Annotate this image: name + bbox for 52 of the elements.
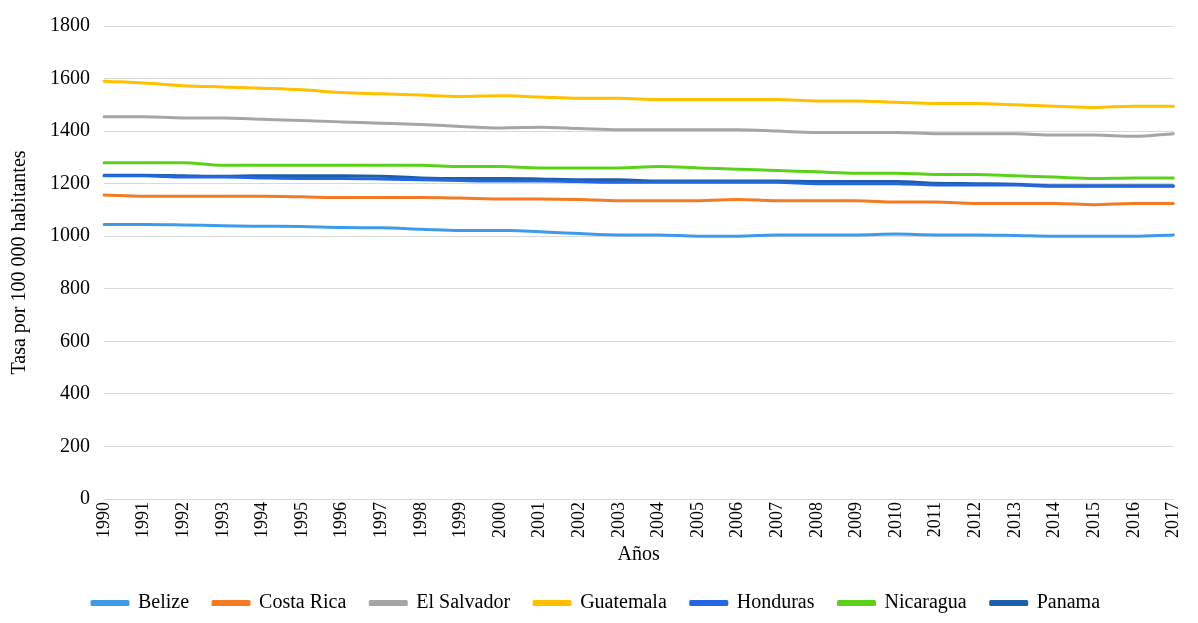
x-tick-label: 1998 <box>409 502 430 538</box>
line-series <box>102 115 1175 138</box>
line-series <box>102 193 1175 207</box>
y-tick-label: 0 <box>80 486 90 509</box>
x-tick-label: 2002 <box>568 502 589 538</box>
x-tick-label: 1990 <box>92 502 113 538</box>
x-tick-label: 1996 <box>330 502 351 538</box>
x-tick-label: 1992 <box>171 502 192 538</box>
line-series <box>102 79 1175 109</box>
x-tick-label: 1999 <box>449 502 470 538</box>
y-tick-label: 1000 <box>50 223 90 246</box>
y-tick-label: 1200 <box>50 170 90 193</box>
x-axis-title: Años <box>617 542 661 565</box>
x-tick-label: 2007 <box>766 502 787 538</box>
x-tick-label: 2015 <box>1082 502 1103 538</box>
legend-label: El Salvador <box>416 590 511 613</box>
y-tick-label: 800 <box>60 276 90 299</box>
x-tick-label: 2012 <box>964 502 985 538</box>
legend-label: Honduras <box>736 590 815 613</box>
x-tick-label: 1991 <box>132 502 153 538</box>
x-tick-label: 2017 <box>1162 502 1183 538</box>
y-tick-label: 200 <box>60 433 90 456</box>
x-tick-label: 1997 <box>369 502 390 538</box>
x-tick-label: 2008 <box>805 502 826 538</box>
legend-label: Belize <box>137 590 190 613</box>
line-series <box>102 161 1175 180</box>
x-tick-label: 2016 <box>1122 502 1143 538</box>
x-tick-label: 2000 <box>488 502 509 538</box>
x-tick-label: 2011 <box>924 502 945 538</box>
legend-label: Guatemala <box>580 590 667 613</box>
line-series <box>102 222 1175 238</box>
x-tick-label: 1993 <box>211 502 232 538</box>
x-tick-label: 2003 <box>607 502 628 538</box>
y-tick-label: 1800 <box>50 13 90 36</box>
x-tick-label: 2009 <box>845 502 866 538</box>
y-tick-label: 1400 <box>50 118 90 141</box>
x-tick-label: 2014 <box>1043 502 1064 538</box>
x-tick-label: 2004 <box>647 502 668 538</box>
y-tick-label: 1600 <box>50 65 90 88</box>
x-tick-label: 2006 <box>726 502 747 538</box>
x-tick-label: 2005 <box>686 502 707 538</box>
y-tick-label: 600 <box>60 328 90 351</box>
x-tick-label: 1994 <box>251 502 272 538</box>
legend-label: Costa Rica <box>259 590 347 613</box>
x-tick-label: 2010 <box>884 502 905 538</box>
legend-label: Panama <box>1036 590 1101 613</box>
x-tick-label: 1995 <box>290 502 311 538</box>
x-tick-label: 2013 <box>1003 502 1024 538</box>
x-tick-label: 2001 <box>528 502 549 538</box>
legend-label: Nicaragua <box>884 590 967 614</box>
y-axis-title: Tasa por 100 000 habitantes <box>7 150 31 375</box>
y-tick-label: 400 <box>60 381 90 404</box>
